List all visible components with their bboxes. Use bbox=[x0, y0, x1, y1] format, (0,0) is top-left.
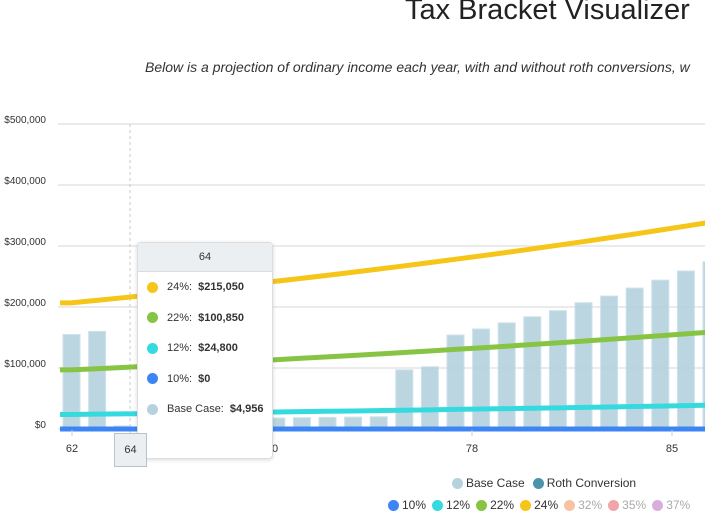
series-dot-icon bbox=[147, 342, 158, 354]
series-dot-icon bbox=[147, 373, 158, 385]
tooltip-row: 22%: $100,850 bbox=[138, 303, 272, 334]
base-case-bar[interactable] bbox=[497, 322, 516, 430]
legend-item-37-[interactable]: 37% bbox=[652, 498, 690, 512]
legend-dot-icon bbox=[532, 477, 544, 489]
crosshair-x-label: 64 bbox=[114, 433, 147, 467]
legend-dot-icon bbox=[520, 499, 532, 511]
legend-label: 35% bbox=[622, 498, 647, 512]
bracket-legend: 10% 12% 22% 24% 32% 35% 37% bbox=[388, 498, 690, 512]
legend-dot-icon bbox=[452, 477, 463, 489]
chart-tooltip: 64 24%: $215,050 22%: $100,850 12%: $24,800 10… bbox=[137, 242, 273, 459]
y-tick-label: $500,000 bbox=[4, 115, 46, 126]
base-case-bar[interactable] bbox=[472, 328, 491, 430]
base-case-bar[interactable] bbox=[702, 261, 705, 430]
legend-item-32-[interactable]: 32% bbox=[564, 498, 602, 512]
legend-label: 32% bbox=[578, 498, 603, 512]
y-tick-label: $400,000 bbox=[4, 176, 46, 187]
tooltip-row: 10%: $0 bbox=[138, 364, 272, 395]
tooltip-value: $100,850 bbox=[198, 311, 244, 324]
y-tick-label: $0 bbox=[35, 420, 47, 431]
tooltip-header: 64 bbox=[138, 243, 272, 272]
tooltip-label: 10%: bbox=[167, 372, 193, 385]
legend-dot-icon bbox=[564, 499, 576, 511]
base-case-bar[interactable] bbox=[395, 369, 414, 430]
base-case-bar[interactable] bbox=[574, 302, 593, 430]
series-dot-icon bbox=[147, 403, 158, 415]
legend-item-35-[interactable]: 35% bbox=[608, 498, 646, 512]
tooltip-row: 24%: $215,050 bbox=[138, 272, 272, 303]
legend-item-24-[interactable]: 24% bbox=[520, 498, 558, 512]
base-case-bar[interactable] bbox=[548, 310, 567, 430]
tooltip-row: 12%: $24,800 bbox=[138, 333, 272, 364]
legend-label: Roth Conversion bbox=[546, 476, 637, 490]
x-tick-label: 78 bbox=[466, 443, 478, 455]
legend-item-12-[interactable]: 12% bbox=[432, 498, 470, 512]
legend-label: 10% bbox=[402, 498, 427, 512]
y-tick-label: $300,000 bbox=[4, 237, 46, 248]
series-dot-icon bbox=[147, 281, 158, 293]
legend-label: 12% bbox=[446, 498, 471, 512]
tooltip-value: $0 bbox=[198, 372, 211, 385]
base-case-bar[interactable] bbox=[523, 316, 542, 430]
tooltip-label: 22%: bbox=[167, 311, 193, 324]
y-tick-label: $200,000 bbox=[4, 298, 46, 309]
tooltip-row: Base Case: $4,956 bbox=[138, 394, 272, 425]
y-tick-label: $100,000 bbox=[4, 359, 46, 370]
legend-item-roth-conversion[interactable]: Roth Conversion bbox=[532, 476, 637, 490]
legend-item-10-[interactable]: 10% bbox=[388, 498, 426, 512]
legend-label: 22% bbox=[490, 498, 515, 512]
tooltip-label: 12%: bbox=[167, 342, 193, 355]
page-title: Tax Bracket Visualizer bbox=[405, 0, 690, 26]
legend-dot-icon bbox=[476, 499, 488, 511]
base-case-bar[interactable] bbox=[420, 366, 439, 430]
series-dot-icon bbox=[147, 312, 158, 324]
x-tick-label: 85 bbox=[666, 443, 678, 455]
page-subtitle: Below is a projection of ordinary income… bbox=[145, 59, 690, 75]
tooltip-value: $215,050 bbox=[198, 281, 244, 294]
x-tick-label: 62 bbox=[66, 443, 78, 455]
tooltip-value: $24,800 bbox=[198, 342, 238, 355]
legend-dot-icon bbox=[388, 499, 399, 511]
tooltip-value: $4,956 bbox=[229, 403, 264, 416]
tooltip-label: 24%: bbox=[167, 281, 193, 294]
legend-dot-icon bbox=[652, 499, 664, 511]
series-legend: Base Case Roth Conversion bbox=[452, 476, 636, 490]
legend-label: 37% bbox=[666, 498, 691, 512]
tooltip-label: Base Case: bbox=[167, 403, 224, 416]
legend-label: Base Case bbox=[466, 476, 525, 490]
legend-item-22-[interactable]: 22% bbox=[476, 498, 514, 512]
legend-dot-icon bbox=[608, 499, 620, 511]
legend-dot-icon bbox=[432, 499, 444, 511]
legend-item-base-case[interactable]: Base Case bbox=[452, 476, 525, 490]
legend-label: 24% bbox=[534, 498, 559, 512]
